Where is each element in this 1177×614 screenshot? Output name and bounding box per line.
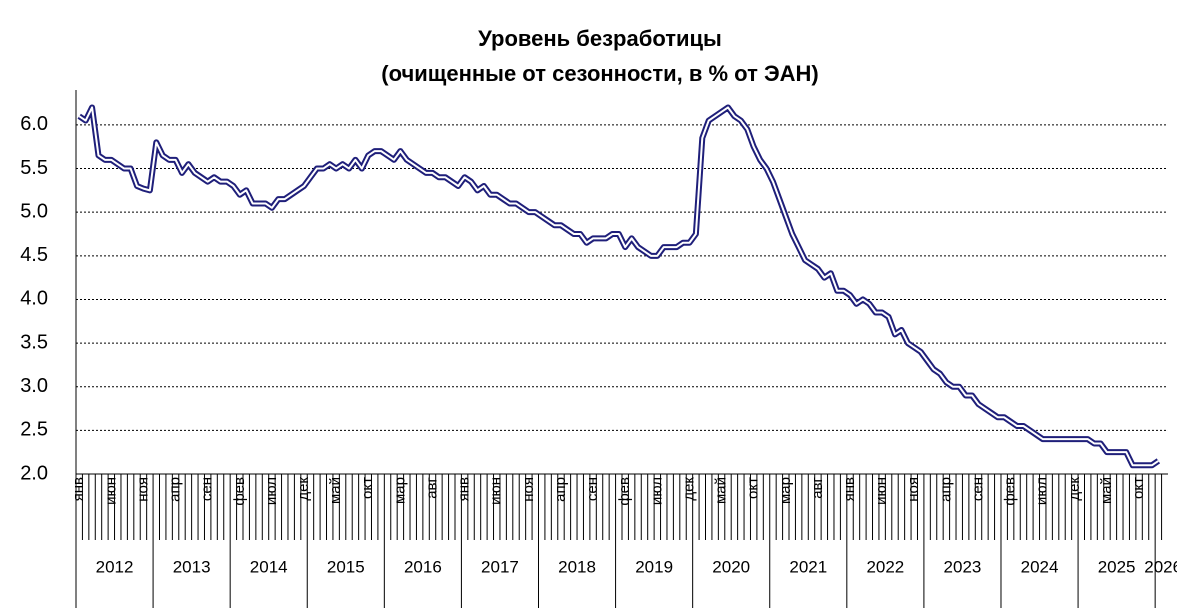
x-tick-label: фев <box>231 477 248 506</box>
x-tick-label: сен <box>969 477 986 501</box>
x-tick-label: сен <box>199 477 216 501</box>
x-tick-label: июл <box>263 477 280 505</box>
x-tick-label: окт <box>359 477 376 499</box>
year-label: 2020 <box>712 557 750 576</box>
x-tick-label: авг <box>423 476 440 498</box>
x-tick-label: авг <box>809 476 826 498</box>
year-label: 2019 <box>635 557 673 576</box>
x-tick-label: ноя <box>134 477 151 502</box>
x-tick-label: фев <box>1002 477 1019 506</box>
y-tick-label: 4.5 <box>20 244 48 266</box>
x-tick-label: ноя <box>520 477 537 502</box>
year-label: 2012 <box>96 557 134 576</box>
y-tick-label: 4.0 <box>20 288 48 310</box>
year-label: 2014 <box>250 557 288 576</box>
chart-title: Уровень безработицы <box>478 26 722 51</box>
x-tick-label: апр <box>937 477 954 502</box>
year-label: 2022 <box>866 557 904 576</box>
year-label: 2025 <box>1098 557 1136 576</box>
series-line <box>77 104 1161 469</box>
x-tick-label: май <box>713 477 730 504</box>
x-tick-label: апр <box>552 477 569 502</box>
x-tick-label: дек <box>295 477 312 501</box>
x-tick-label: июн <box>102 477 119 505</box>
x-tick-label: дек <box>1066 477 1083 501</box>
year-label: 2016 <box>404 557 442 576</box>
y-tick-label: 2.0 <box>20 462 48 484</box>
year-label: 2026 <box>1144 557 1177 576</box>
x-tick-label: июн <box>873 477 890 505</box>
y-tick-label: 6.0 <box>20 113 48 135</box>
x-tick-label: мар <box>391 477 408 504</box>
x-tick-label: апр <box>167 477 184 502</box>
y-tick-label: 3.5 <box>20 331 48 353</box>
x-tick-label: мар <box>777 477 794 504</box>
y-tick-label: 5.5 <box>20 157 48 179</box>
chart-subtitle: (очищенные от сезонности, в % от ЭАН) <box>381 61 818 86</box>
x-tick-label: янв <box>841 477 858 501</box>
year-label: 2023 <box>944 557 982 576</box>
year-label: 2013 <box>173 557 211 576</box>
x-tick-label: ноя <box>905 477 922 502</box>
x-tick-label: окт <box>745 477 762 499</box>
year-label: 2024 <box>1021 557 1059 576</box>
y-tick-label: 3.0 <box>20 375 48 397</box>
x-tick-label: май <box>327 477 344 504</box>
x-tick-label: янв <box>70 477 87 501</box>
x-tick-label: окт <box>1130 477 1147 499</box>
x-tick-label: июл <box>648 477 665 505</box>
year-label: 2017 <box>481 557 519 576</box>
x-tick-label: май <box>1098 477 1115 504</box>
x-tick-label: июл <box>1034 477 1051 505</box>
x-tick-label: янв <box>456 477 473 501</box>
y-tick-label: 5.0 <box>20 200 48 222</box>
x-tick-label: июн <box>488 477 505 505</box>
year-label: 2015 <box>327 557 365 576</box>
x-tick-label: фев <box>616 477 633 506</box>
series-line-inner <box>78 106 1159 467</box>
year-label: 2018 <box>558 557 596 576</box>
year-label: 2021 <box>789 557 827 576</box>
x-tick-label: сен <box>584 477 601 501</box>
x-tick-label: дек <box>680 477 697 501</box>
y-tick-label: 2.5 <box>20 419 48 441</box>
